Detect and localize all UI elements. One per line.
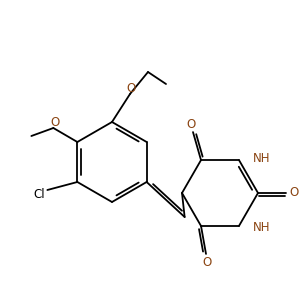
Text: Cl: Cl bbox=[34, 187, 45, 200]
Text: O: O bbox=[126, 82, 136, 94]
Text: O: O bbox=[51, 117, 60, 130]
Text: NH: NH bbox=[253, 151, 271, 164]
Text: O: O bbox=[289, 187, 299, 200]
Text: O: O bbox=[202, 256, 212, 269]
Text: O: O bbox=[186, 118, 196, 130]
Text: NH: NH bbox=[253, 221, 271, 234]
